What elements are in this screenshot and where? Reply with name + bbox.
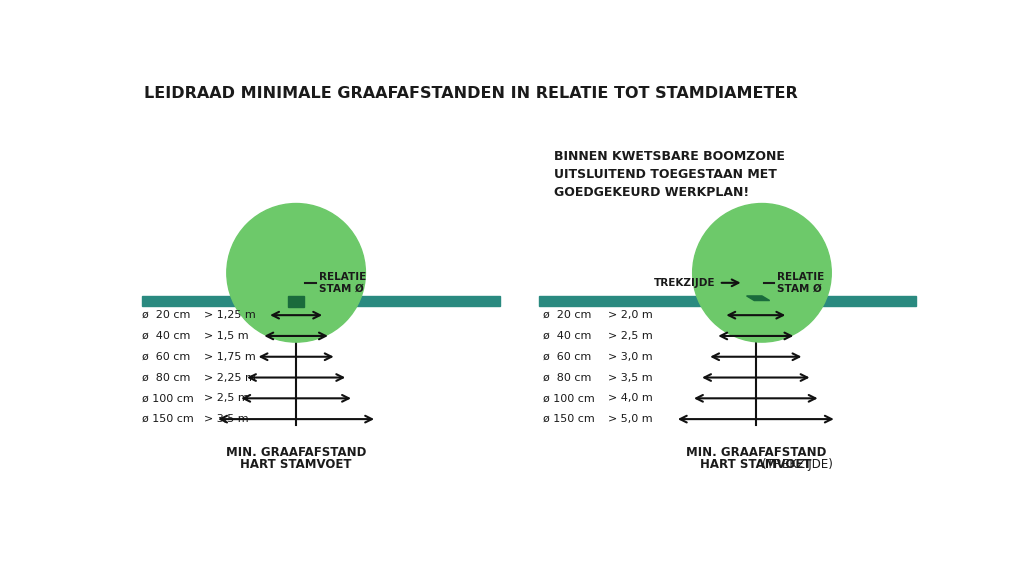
Text: > 5,0 m: > 5,0 m xyxy=(608,414,652,424)
Text: RELATIE
STAM Ø: RELATIE STAM Ø xyxy=(777,272,824,294)
Text: > 1,5 m: > 1,5 m xyxy=(204,331,249,341)
Text: RELATIE
STAM Ø: RELATIE STAM Ø xyxy=(319,272,367,294)
Text: ø 150 cm: ø 150 cm xyxy=(543,414,594,424)
Text: > 3,0 m: > 3,0 m xyxy=(608,352,652,362)
Text: TREKZIJDE: TREKZIJDE xyxy=(654,278,716,288)
Text: MIN. GRAAFAFSTAND: MIN. GRAAFAFSTAND xyxy=(226,446,367,459)
Text: ø 150 cm: ø 150 cm xyxy=(142,414,194,424)
Text: ø 100 cm: ø 100 cm xyxy=(142,393,194,403)
Text: > 3,5 m: > 3,5 m xyxy=(608,372,652,383)
Text: > 1,75 m: > 1,75 m xyxy=(204,352,255,362)
Text: ø  20 cm: ø 20 cm xyxy=(142,310,190,320)
Text: ø  80 cm: ø 80 cm xyxy=(543,372,591,383)
Text: > 2,0 m: > 2,0 m xyxy=(608,310,652,320)
Text: ø  80 cm: ø 80 cm xyxy=(142,372,190,383)
Bar xyxy=(142,296,500,306)
Text: > 2,5 m: > 2,5 m xyxy=(608,331,652,341)
Text: LEIDRAAD MINIMALE GRAAFAFSTANDEN IN RELATIE TOT STAMDIAMETER: LEIDRAAD MINIMALE GRAAFAFSTANDEN IN RELA… xyxy=(144,86,798,101)
Text: ø  20 cm: ø 20 cm xyxy=(543,310,591,320)
Text: MIN. GRAAFAFSTAND: MIN. GRAAFAFSTAND xyxy=(686,446,826,459)
Text: HART STAMVOET: HART STAMVOET xyxy=(700,458,815,470)
Circle shape xyxy=(226,203,366,342)
Text: > 1,25 m: > 1,25 m xyxy=(204,310,255,320)
Text: > 2,5 m: > 2,5 m xyxy=(204,393,249,403)
Text: HART STAMVOET: HART STAMVOET xyxy=(241,458,352,470)
Text: ø  60 cm: ø 60 cm xyxy=(142,352,190,362)
Text: ø  40 cm: ø 40 cm xyxy=(142,331,190,341)
Text: > 3,5 m: > 3,5 m xyxy=(204,414,249,424)
Bar xyxy=(539,296,915,306)
Circle shape xyxy=(692,203,831,342)
Text: > 2,25 m: > 2,25 m xyxy=(204,372,256,383)
Polygon shape xyxy=(746,296,770,300)
Text: ø  40 cm: ø 40 cm xyxy=(543,331,591,341)
Text: (TREKZIJDE): (TREKZIJDE) xyxy=(763,458,834,470)
Text: BINNEN KWETSBARE BOOMZONE
UITSLUITEND TOEGESTAAN MET
GOEDGEKEURD WERKPLAN!: BINNEN KWETSBARE BOOMZONE UITSLUITEND TO… xyxy=(554,150,785,199)
Text: > 4,0 m: > 4,0 m xyxy=(608,393,652,403)
Text: ø 100 cm: ø 100 cm xyxy=(543,393,594,403)
Bar xyxy=(289,296,304,308)
Text: ø  60 cm: ø 60 cm xyxy=(543,352,591,362)
